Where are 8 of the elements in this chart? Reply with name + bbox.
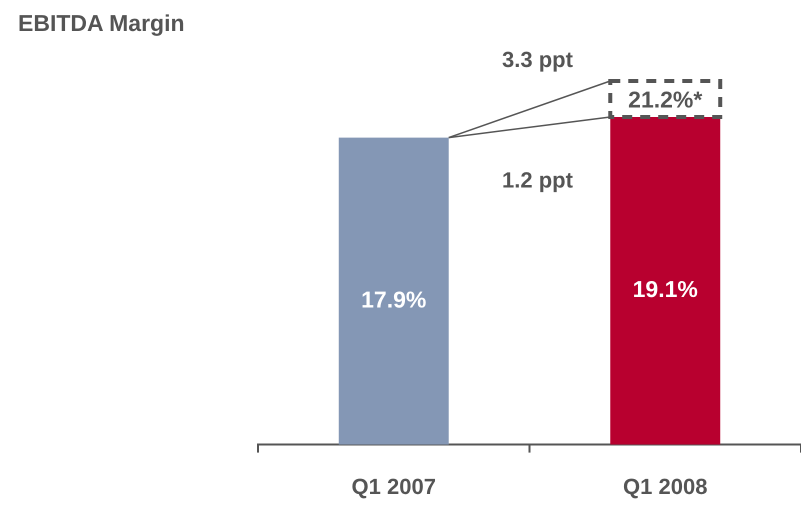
x-tick-label: Q1 2007	[352, 474, 436, 499]
text: 3.3 ppt	[502, 47, 574, 72]
data-label: 19.1%	[632, 276, 698, 302]
x-tick-label: Q1 2008	[623, 474, 708, 499]
data-label: 17.9%	[361, 286, 426, 312]
annotation: 21.2%*	[628, 86, 702, 112]
annotation: 1.2 ppt	[502, 168, 574, 193]
chart-title: EBITDA Margin	[18, 10, 185, 37]
